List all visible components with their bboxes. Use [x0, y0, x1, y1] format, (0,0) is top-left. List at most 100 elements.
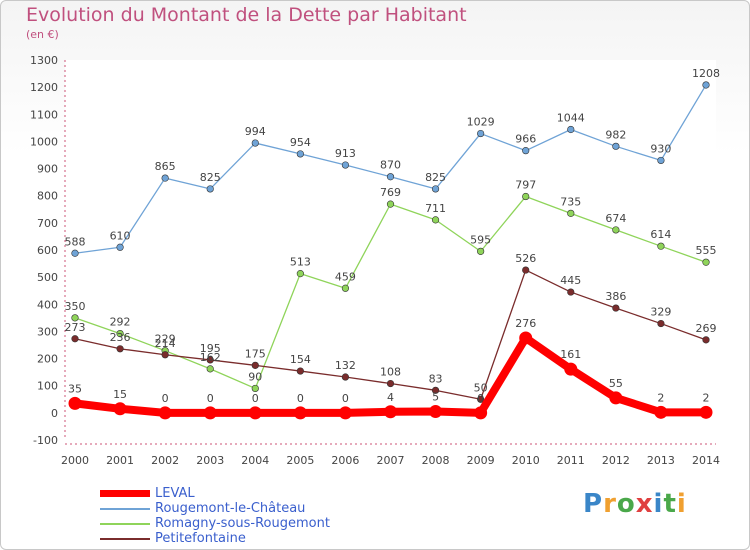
- data-label: 614: [650, 228, 671, 241]
- data-label: 769: [380, 186, 401, 199]
- data-point: [657, 156, 665, 165]
- legend-swatch-leval: [100, 490, 150, 497]
- x-tick-label: 2008: [422, 454, 450, 467]
- x-tick-label: 2014: [692, 454, 720, 467]
- data-point: [612, 142, 620, 150]
- data-label: 954: [290, 136, 311, 149]
- data-point: [71, 335, 79, 343]
- data-label: 5: [432, 391, 439, 404]
- data-label: 0: [297, 392, 304, 405]
- data-point: [702, 336, 710, 344]
- data-label: 55: [609, 377, 623, 390]
- data-point: [477, 247, 485, 255]
- x-tick-label: 2013: [647, 454, 675, 467]
- data-label: 50: [474, 381, 488, 394]
- data-point: [251, 361, 259, 369]
- x-tick-label: 2010: [512, 454, 540, 467]
- plot-area: [65, 60, 716, 440]
- data-point: [296, 367, 304, 375]
- data-point: [609, 391, 623, 405]
- data-point: [519, 331, 533, 345]
- data-label: 214: [155, 337, 176, 350]
- data-point: [248, 406, 262, 420]
- data-point: [206, 365, 214, 373]
- data-point: [71, 314, 79, 322]
- data-point: [564, 362, 578, 376]
- data-point: [522, 147, 530, 155]
- data-label: 90: [248, 370, 262, 383]
- data-label: 797: [515, 179, 536, 192]
- data-point: [293, 406, 307, 420]
- x-tick-label: 2009: [467, 454, 495, 467]
- data-point: [161, 351, 169, 359]
- data-point: [68, 396, 82, 410]
- y-tick-label: 1000: [30, 135, 58, 148]
- legend-swatch-rougemont: [100, 508, 150, 510]
- data-label: 459: [335, 270, 356, 283]
- data-point: [612, 226, 620, 234]
- data-point: [431, 185, 440, 193]
- data-label: 273: [65, 321, 86, 334]
- data-label: 735: [560, 195, 581, 208]
- data-point: [161, 174, 169, 182]
- x-tick-label: 2004: [241, 454, 269, 467]
- data-label: 229: [155, 333, 176, 346]
- data-point: [431, 216, 440, 224]
- data-point: [251, 139, 259, 147]
- data-label: 0: [162, 392, 169, 405]
- data-label: 555: [696, 244, 717, 257]
- data-label: 913: [335, 147, 356, 160]
- data-label: 83: [429, 372, 443, 385]
- data-label: 4: [387, 391, 394, 404]
- legend-label-romagny: Romagny-sous-Rougemont: [155, 516, 330, 531]
- data-label: 329: [650, 306, 671, 319]
- data-label: 711: [425, 202, 446, 215]
- data-point: [116, 243, 124, 251]
- data-label: 526: [515, 252, 536, 265]
- y-tick-label: 1200: [30, 81, 58, 94]
- data-label: 674: [605, 212, 626, 225]
- data-point: [158, 406, 172, 420]
- data-point: [477, 395, 485, 403]
- data-point: [113, 402, 127, 416]
- data-point: [699, 405, 713, 419]
- x-tick-label: 2012: [602, 454, 630, 467]
- y-tick-label: 300: [37, 325, 58, 338]
- chart-title: Evolution du Montant de la Dette par Hab…: [26, 4, 467, 26]
- data-point: [203, 406, 217, 420]
- data-point: [296, 150, 304, 158]
- y-tick-label: 600: [37, 244, 58, 257]
- data-point: [384, 405, 397, 419]
- data-label: 154: [290, 353, 311, 366]
- data-point: [206, 185, 214, 193]
- chart-unit-label: (en €): [26, 28, 59, 41]
- x-tick-label: 2007: [377, 454, 405, 467]
- data-label: 445: [560, 274, 581, 287]
- y-tick-label: 100: [37, 380, 58, 393]
- data-label: 865: [155, 160, 176, 173]
- data-label: 276: [515, 317, 536, 330]
- y-tick-label: 1300: [30, 54, 58, 67]
- x-tick-label: 2003: [196, 454, 224, 467]
- y-tick-label: 900: [37, 163, 58, 176]
- legend-label-rougemont: Rougemont-le-Château: [155, 501, 306, 516]
- y-tick-label: -100: [33, 434, 58, 447]
- x-tick-label: 2005: [286, 454, 314, 467]
- data-label: 35: [68, 382, 82, 395]
- data-point: [567, 288, 575, 296]
- data-point: [657, 319, 665, 328]
- data-labels: 588 610 865 825 994 954 913 870 825 1029 966 1044 98…: [65, 67, 721, 405]
- data-label: 0: [207, 392, 214, 405]
- data-point: [71, 249, 79, 257]
- data-label: 825: [425, 171, 446, 184]
- data-point: [386, 200, 395, 208]
- data-label: 595: [470, 233, 491, 246]
- data-label: 966: [515, 133, 536, 146]
- data-point: [341, 284, 350, 292]
- y-tick-label: 700: [37, 217, 58, 230]
- data-label: 1029: [467, 116, 495, 129]
- y-tick-label: 200: [37, 353, 58, 366]
- data-label: 236: [110, 331, 131, 344]
- data-label: 175: [245, 347, 266, 360]
